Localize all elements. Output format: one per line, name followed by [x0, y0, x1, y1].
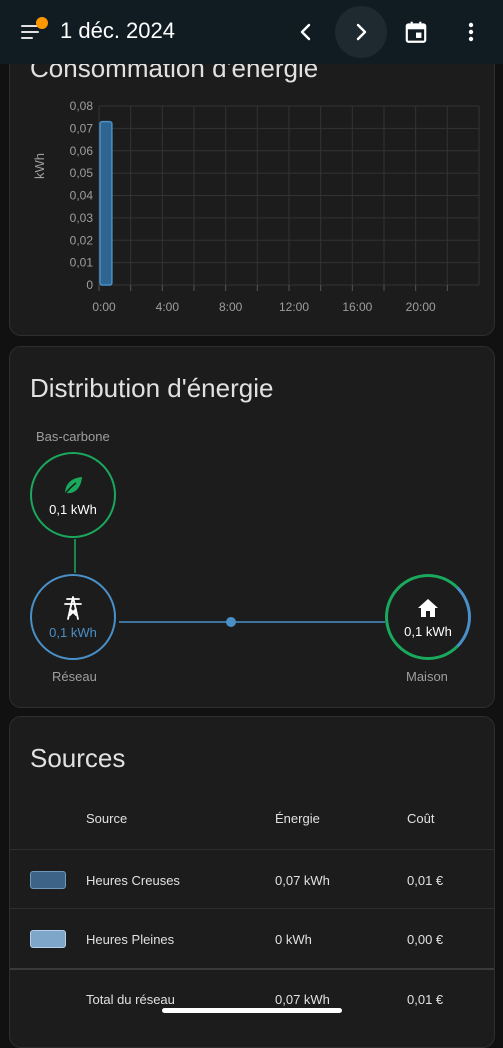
flow-lines: [74, 539, 385, 627]
x-tick-label: 20:00: [406, 300, 436, 314]
heures-creuses-swatch: [30, 871, 66, 889]
x-tick-label: 8:00: [219, 300, 243, 314]
row-source-name: Heures Creuses: [86, 873, 180, 888]
row-source-name: Heures Pleines: [86, 932, 175, 947]
consumption-bar: [99, 120, 113, 286]
column-header-cost[interactable]: Coût: [407, 811, 435, 826]
row-energy: 0 kWh: [275, 932, 312, 947]
y-tick-label: 0,05: [70, 166, 94, 180]
chevron-left-icon: [300, 23, 311, 41]
column-header-source[interactable]: Source: [86, 811, 128, 826]
calendar-icon: [405, 21, 427, 43]
distribution-card-title: Distribution d'énergie: [30, 373, 274, 403]
flow-dot: [226, 617, 236, 627]
x-tick-label: 0:00: [92, 300, 116, 314]
total-source-name: Total du réseau: [86, 992, 175, 1007]
sources-card: Sources Source Énergie Coût Heures Creus…: [9, 716, 495, 1048]
home-indicator[interactable]: [162, 1008, 342, 1013]
row-divider: [10, 849, 494, 850]
y-tick-label: 0,04: [70, 189, 94, 203]
consumption-chart: 0,08 0,07 0,06 0,05 0,04 0,03 0,02 0,01 0 0:00 4:0…: [70, 99, 480, 314]
sources-card-title: Sources: [30, 743, 126, 773]
total-energy: 0,07 kWh: [275, 992, 330, 1007]
menu-icon[interactable]: [18, 20, 44, 44]
home-icon: [418, 598, 438, 617]
row-energy: 0,07 kWh: [275, 873, 330, 888]
grid-label: Réseau: [52, 669, 97, 684]
more-options-button[interactable]: [445, 6, 497, 58]
y-tick-label: 0,08: [70, 99, 94, 113]
low-carbon-value: 0,1 kWh: [49, 501, 97, 517]
total-divider: [10, 968, 494, 970]
row-cost: 0,00 €: [407, 932, 444, 947]
next-day-button[interactable]: [335, 6, 387, 58]
low-carbon-label: Bas-carbone: [36, 429, 110, 444]
column-header-energy[interactable]: Énergie: [275, 811, 320, 826]
total-cost: 0,01 €: [407, 992, 444, 1007]
y-tick-label: 0,02: [70, 233, 94, 247]
calendar-button[interactable]: [390, 6, 442, 58]
chevron-right-icon: [356, 23, 367, 41]
low-carbon-node[interactable]: 0,1 kWh: [30, 452, 116, 538]
heures-pleines-swatch: [30, 930, 66, 948]
grid-node[interactable]: 0,1 kWh: [30, 574, 116, 660]
home-node[interactable]: 0,1 kWh: [385, 574, 471, 660]
row-cost: 0,01 €: [407, 873, 444, 888]
energy-distribution-card: Distribution d'énergie Bas-carbone 0,1 k…: [9, 346, 495, 708]
top-app-bar: 1 déc. 2024: [0, 0, 503, 64]
y-tick-label: 0,07: [70, 121, 94, 135]
notification-badge: [36, 17, 48, 29]
home-label: Maison: [406, 669, 448, 684]
home-value: 0,1 kWh: [404, 623, 452, 639]
row-divider: [10, 908, 494, 909]
y-tick-label: 0,01: [70, 256, 94, 270]
y-tick-label: 0: [86, 278, 93, 292]
previous-day-button[interactable]: [280, 6, 332, 58]
x-tick-label: 16:00: [342, 300, 372, 314]
leaf-icon: [63, 476, 82, 495]
energy-consumption-card: Consommation d'énergie kWh 0,08 0,07 0,06 0…: [9, 30, 495, 336]
more-vert-icon: [468, 22, 474, 42]
x-tick-label: 4:00: [156, 300, 180, 314]
page-title: 1 déc. 2024: [60, 18, 175, 43]
y-tick-label: 0,06: [70, 144, 94, 158]
y-tick-label: 0,03: [70, 211, 94, 225]
transmission-tower-icon: [64, 595, 82, 620]
x-tick-label: 12:00: [279, 300, 309, 314]
grid-value: 0,1 kWh: [49, 624, 97, 640]
